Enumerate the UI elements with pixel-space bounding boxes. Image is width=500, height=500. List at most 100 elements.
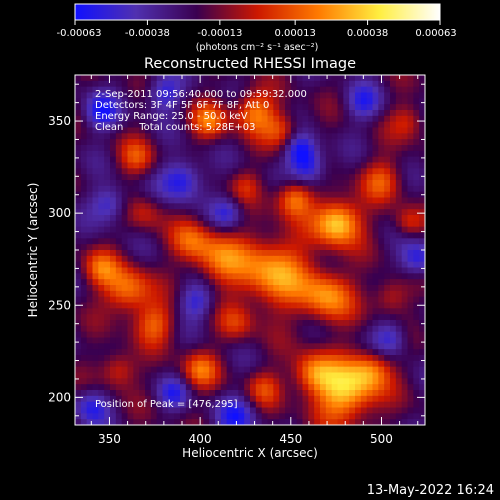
heatmap-cell bbox=[80, 296, 88, 303]
heatmap-cell bbox=[197, 296, 204, 303]
heatmap-cell bbox=[308, 255, 315, 263]
heatmap-cell bbox=[203, 378, 210, 385]
heatmap-cell bbox=[139, 349, 146, 356]
heatmap-cell bbox=[168, 80, 175, 88]
heatmap-cell bbox=[115, 407, 123, 414]
heatmap-cell bbox=[197, 220, 204, 228]
heatmap-cell bbox=[115, 296, 123, 303]
heatmap-cell bbox=[121, 75, 128, 82]
heatmap-cell bbox=[238, 390, 245, 397]
heatmap-cell bbox=[127, 168, 134, 175]
heatmap-cell bbox=[209, 261, 216, 268]
heatmap-cell bbox=[174, 290, 181, 298]
heatmap-cell bbox=[232, 232, 239, 239]
heatmap-cell bbox=[314, 115, 321, 123]
heatmap-cell bbox=[250, 180, 257, 187]
heatmap-cell bbox=[110, 238, 117, 245]
heatmap-cell bbox=[220, 360, 228, 368]
heatmap-cell bbox=[80, 185, 88, 193]
heatmap-cell bbox=[203, 407, 210, 414]
heatmap-cell bbox=[320, 145, 327, 152]
heatmap-cell bbox=[390, 150, 397, 158]
heatmap-cell bbox=[355, 343, 362, 350]
heatmap-cell bbox=[191, 92, 198, 99]
heatmap-cell bbox=[401, 308, 408, 315]
heatmap-cell bbox=[360, 296, 368, 303]
heatmap-cell bbox=[174, 104, 181, 111]
heatmap-cell bbox=[121, 86, 128, 93]
heatmap-cell bbox=[127, 215, 134, 222]
heatmap-cell bbox=[86, 75, 93, 82]
heatmap-cell bbox=[197, 98, 204, 105]
heatmap-cell bbox=[290, 302, 298, 309]
heatmap-cell bbox=[407, 232, 414, 239]
heatmap-cell bbox=[325, 209, 333, 216]
heatmap-cell bbox=[121, 314, 128, 321]
heatmap-cell bbox=[395, 273, 403, 280]
heatmap-cell bbox=[366, 156, 373, 163]
heatmap-cell bbox=[413, 115, 420, 123]
heatmap-cell bbox=[121, 372, 128, 379]
heatmap-cell bbox=[395, 325, 403, 333]
heatmap-cell bbox=[273, 250, 280, 257]
heatmap-cell bbox=[325, 285, 333, 292]
heatmap-cell bbox=[191, 226, 198, 233]
heatmap-cell bbox=[343, 290, 350, 298]
heatmap-cell bbox=[215, 413, 222, 420]
heatmap-cell bbox=[98, 203, 105, 210]
heatmap-cell bbox=[86, 250, 93, 257]
heatmap-cell bbox=[80, 168, 88, 175]
heatmap-cell bbox=[80, 343, 88, 350]
heatmap-cell bbox=[127, 156, 134, 163]
heatmap-cell bbox=[308, 92, 315, 99]
heatmap-cell bbox=[110, 75, 117, 82]
heatmap-cell bbox=[273, 337, 280, 344]
heatmap-cell bbox=[372, 372, 379, 379]
heatmap-cell bbox=[343, 238, 350, 245]
heatmap-cell bbox=[378, 220, 385, 228]
heatmap-cell bbox=[325, 337, 333, 344]
heatmap-cell bbox=[220, 139, 228, 146]
heatmap-cell bbox=[150, 401, 158, 408]
heatmap-cell bbox=[244, 250, 251, 257]
heatmap-cell bbox=[296, 355, 303, 362]
heatmap-cell bbox=[145, 115, 152, 123]
heatmap-cell bbox=[360, 413, 368, 420]
heatmap-cell bbox=[314, 413, 321, 420]
heatmap-cell bbox=[86, 372, 93, 379]
heatmap-cell bbox=[238, 267, 245, 274]
heatmap-cell bbox=[185, 273, 193, 280]
heatmap-cell bbox=[325, 127, 333, 134]
heatmap-cell bbox=[203, 401, 210, 408]
heatmap-cell bbox=[115, 255, 123, 263]
heatmap-cell bbox=[185, 197, 193, 204]
heatmap-cell bbox=[261, 378, 268, 385]
heatmap-cell bbox=[331, 232, 338, 239]
heatmap-cell bbox=[366, 413, 373, 420]
heatmap-cell bbox=[127, 413, 134, 420]
heatmap-cell bbox=[331, 343, 338, 350]
heatmap-cell bbox=[419, 110, 426, 117]
heatmap-cell bbox=[302, 343, 309, 350]
heatmap-cell bbox=[308, 331, 315, 338]
heatmap-cell bbox=[174, 296, 181, 303]
heatmap-cell bbox=[215, 92, 222, 99]
heatmap-cell bbox=[325, 139, 333, 146]
heatmap-cell bbox=[255, 314, 263, 321]
heatmap-cell bbox=[220, 349, 228, 356]
heatmap-cell bbox=[92, 197, 99, 204]
heatmap-cell bbox=[203, 331, 210, 338]
heatmap-cell bbox=[384, 314, 391, 321]
heatmap-cell bbox=[337, 168, 344, 175]
heatmap-cell bbox=[191, 273, 198, 280]
heatmap-cell bbox=[279, 145, 286, 152]
heatmap-cell bbox=[360, 162, 368, 169]
heatmap-cell bbox=[273, 279, 280, 286]
heatmap-cell bbox=[162, 314, 169, 321]
heatmap-cell bbox=[127, 162, 134, 169]
heatmap-cell bbox=[104, 273, 111, 280]
heatmap-cell bbox=[314, 162, 321, 169]
heatmap-cell bbox=[355, 360, 362, 368]
heatmap-cell bbox=[238, 127, 245, 134]
heatmap-cell bbox=[308, 285, 315, 292]
